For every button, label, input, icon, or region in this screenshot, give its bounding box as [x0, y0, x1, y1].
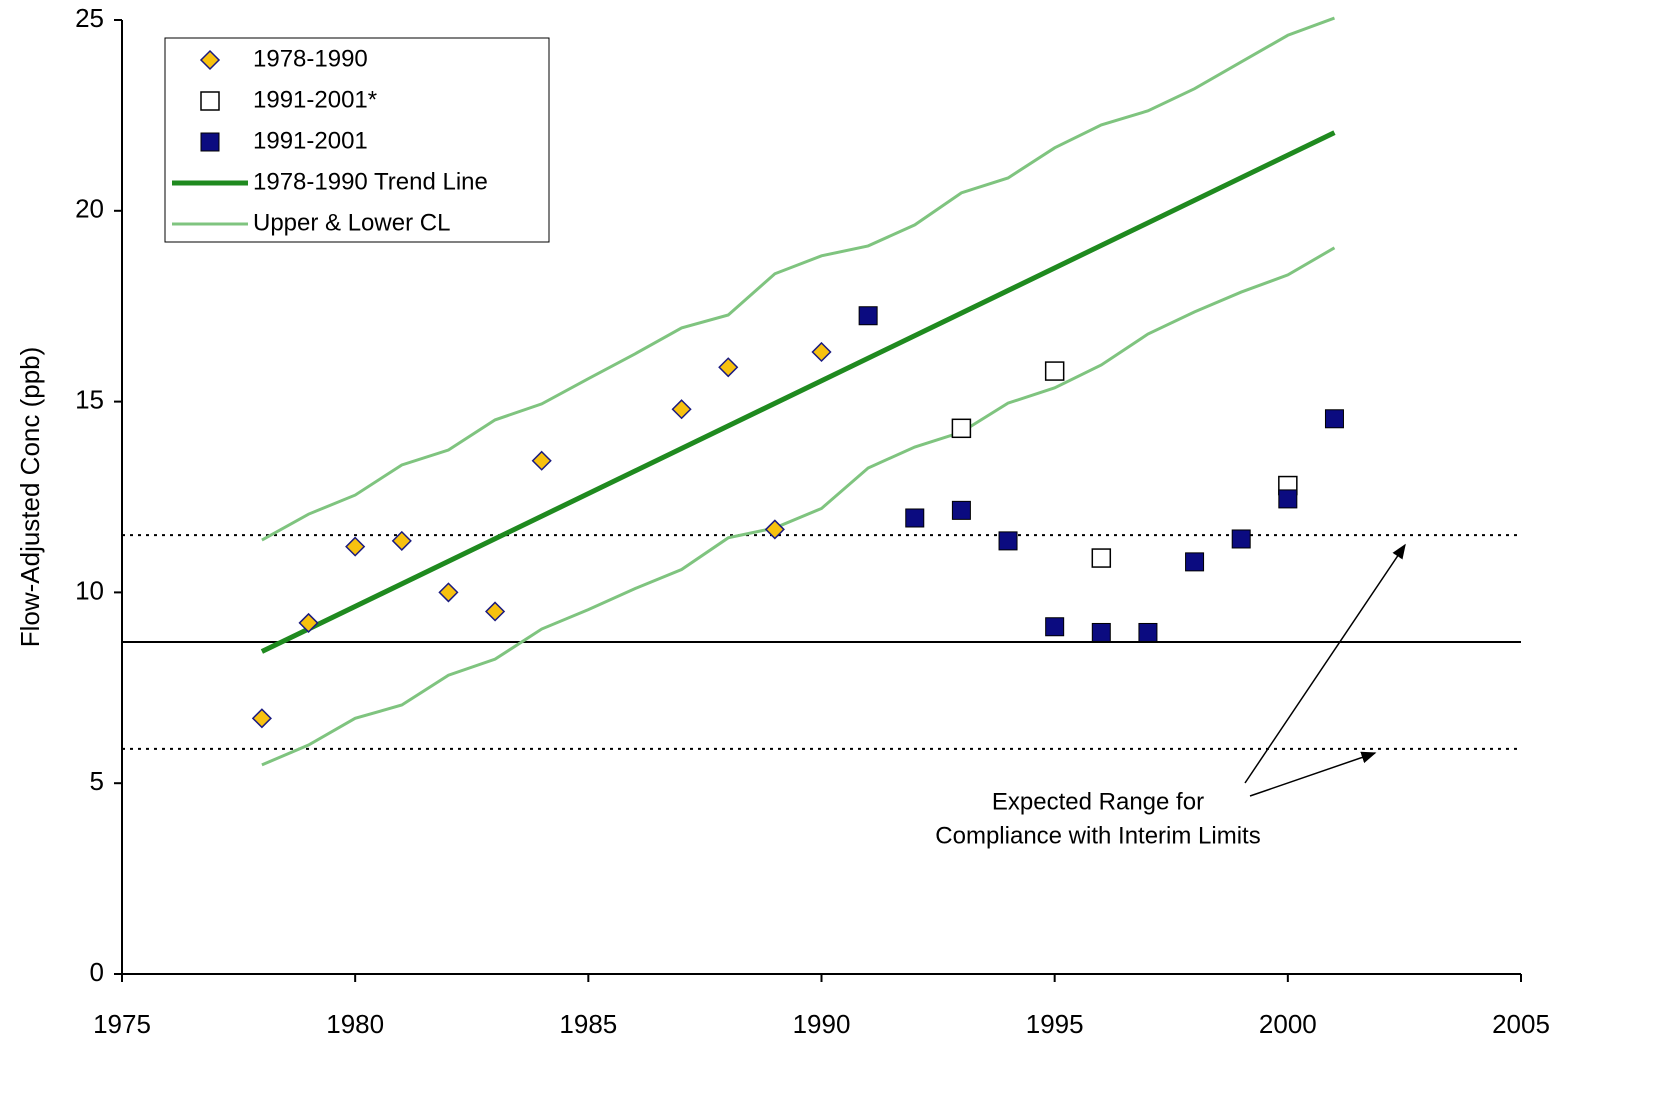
data-point	[1231, 529, 1251, 549]
annotation: Expected Range for	[992, 788, 1204, 815]
legend-label: Upper & Lower CL	[253, 209, 450, 236]
data-point	[1044, 361, 1065, 381]
x-tick-label: 2005	[1492, 1009, 1550, 1039]
data-point	[951, 500, 971, 520]
y-tick-label: 0	[90, 957, 104, 987]
data-point	[858, 306, 878, 326]
annotation-arrow	[1244, 543, 1406, 784]
data-point	[951, 418, 972, 439]
y-tick-label: 10	[75, 575, 104, 605]
x-tick-label: 2000	[1259, 1009, 1317, 1039]
data-point	[905, 508, 925, 528]
confidence-line	[261, 16, 1335, 542]
data-point	[998, 531, 1018, 551]
x-tick-label: 1995	[1026, 1009, 1084, 1039]
annotation-arrow	[1249, 751, 1377, 797]
data-point	[1091, 548, 1112, 568]
data-point	[531, 450, 552, 471]
legend-swatch	[200, 132, 220, 152]
data-point	[811, 341, 832, 363]
data-point	[718, 357, 739, 378]
legend-label: 1991-2001*	[253, 86, 377, 113]
y-tick-label: 5	[90, 766, 104, 796]
annotation: Compliance with Interim Limits	[935, 822, 1260, 849]
data-point	[251, 708, 272, 729]
legend-box	[164, 37, 550, 243]
legend-swatch	[199, 49, 221, 71]
x-tick-label: 1990	[793, 1009, 851, 1039]
legend-swatch	[200, 91, 220, 111]
data-point	[391, 530, 412, 551]
y-tick-label: 15	[75, 384, 104, 414]
data-point	[1324, 409, 1344, 429]
legend-label: 1978-1990 Trend Line	[253, 168, 488, 195]
confidence-line	[261, 246, 1336, 767]
data-point	[671, 399, 692, 420]
legend-label: 1991-2001	[253, 127, 368, 154]
data-point	[1278, 489, 1298, 509]
x-tick-label: 1980	[326, 1009, 384, 1039]
trend-line	[260, 130, 1336, 654]
x-tick-label: 1985	[559, 1009, 617, 1039]
y-tick-label: 25	[75, 3, 104, 33]
data-point	[1045, 617, 1065, 637]
y-tick-label: 20	[75, 194, 104, 224]
data-point	[298, 612, 319, 633]
data-point	[764, 519, 785, 540]
data-point	[345, 536, 366, 557]
y-axis-label: Flow-Adjusted Conc (ppb)	[15, 347, 45, 648]
data-point	[1185, 552, 1205, 572]
x-tick-label: 1975	[93, 1009, 151, 1039]
data-point	[1091, 622, 1111, 642]
legend-label: 1978-1990	[253, 45, 368, 72]
data-point	[485, 601, 506, 622]
data-point	[1138, 622, 1158, 642]
data-point	[438, 582, 459, 603]
